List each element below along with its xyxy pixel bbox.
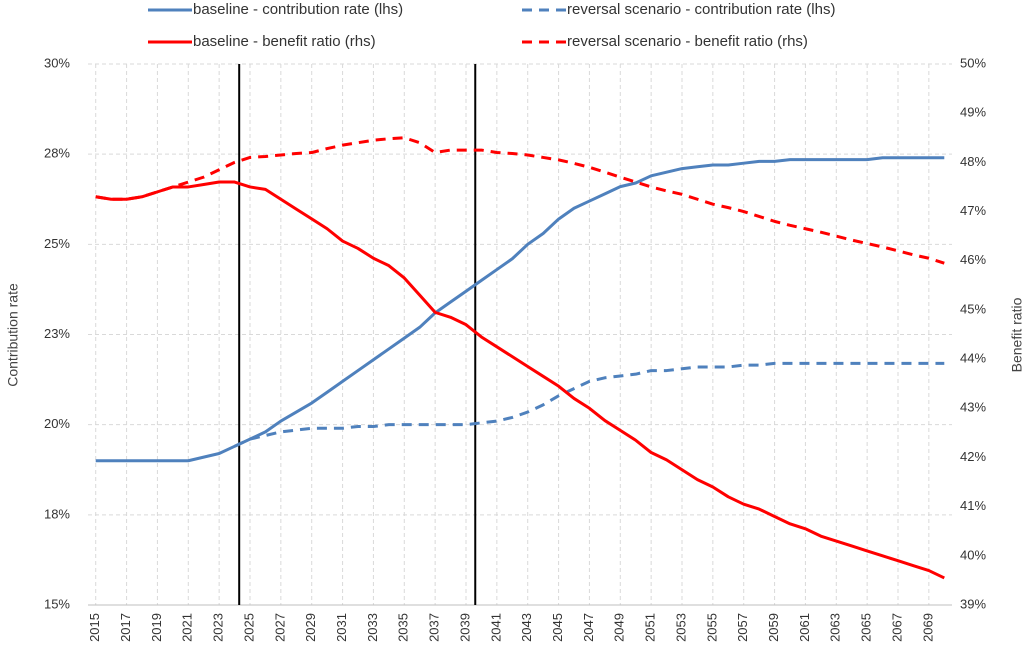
x-tick-label: 2055 bbox=[704, 613, 719, 642]
data-line bbox=[233, 361, 945, 448]
x-tick-label: 2057 bbox=[735, 613, 750, 642]
x-tick-label: 2017 bbox=[118, 613, 133, 642]
x-tick-label: 2069 bbox=[920, 613, 935, 642]
y2-tick-label: 40% bbox=[960, 547, 986, 562]
x-tick-label: 2021 bbox=[180, 613, 195, 642]
x-tick-label: 2045 bbox=[550, 613, 565, 642]
y-tick-label: 20% bbox=[44, 416, 70, 431]
y2-tick-label: 47% bbox=[960, 203, 986, 218]
x-tick-label: 2061 bbox=[797, 613, 812, 642]
x-tick-label: 2053 bbox=[673, 613, 688, 642]
y-tick-label: 23% bbox=[44, 326, 70, 341]
y2-tick-label: 44% bbox=[960, 351, 986, 366]
y2-tick-label: 50% bbox=[960, 55, 986, 70]
y2-tick-label: 42% bbox=[960, 449, 986, 464]
x-tick-label: 2051 bbox=[643, 613, 658, 642]
x-tick-label: 2065 bbox=[859, 613, 874, 642]
x-tick-label: 2039 bbox=[457, 613, 472, 642]
legend-label: baseline - contribution rate (lhs) bbox=[193, 1, 403, 18]
y2-tick-label: 43% bbox=[960, 400, 986, 415]
y-tick-label: 30% bbox=[44, 55, 70, 70]
x-tick-label: 2063 bbox=[828, 613, 843, 642]
x-tick-label: 2025 bbox=[241, 613, 256, 642]
y2-axis-title: Benefit ratio bbox=[1009, 297, 1025, 372]
y2-tick-label: 45% bbox=[960, 301, 986, 316]
x-tick-label: 2027 bbox=[272, 613, 287, 642]
y2-tick-label: 48% bbox=[960, 154, 986, 169]
x-tick-label: 2029 bbox=[303, 613, 318, 642]
y-tick-label: 18% bbox=[44, 506, 70, 521]
y2-tick-label: 46% bbox=[960, 252, 986, 267]
x-tick-label: 2059 bbox=[766, 613, 781, 642]
y-tick-label: 15% bbox=[44, 596, 70, 611]
x-tick-label: 2015 bbox=[87, 613, 102, 642]
legend-label: reversal scenario - contribution rate (l… bbox=[567, 1, 835, 18]
y2-tick-label: 41% bbox=[960, 498, 986, 513]
y2-tick-label: 39% bbox=[960, 596, 986, 611]
x-tick-label: 2019 bbox=[149, 613, 164, 642]
legend-label: baseline - benefit ratio (rhs) bbox=[193, 33, 376, 50]
x-tick-label: 2043 bbox=[519, 613, 534, 642]
y-tick-label: 25% bbox=[44, 236, 70, 251]
legend-label: reversal scenario - benefit ratio (rhs) bbox=[567, 33, 808, 50]
x-tick-label: 2031 bbox=[334, 613, 349, 642]
y-tick-label: 28% bbox=[44, 146, 70, 161]
x-tick-label: 2037 bbox=[427, 613, 442, 642]
x-tick-label: 2049 bbox=[612, 613, 627, 642]
x-tick-label: 2023 bbox=[211, 613, 226, 642]
y-axis-title: Contribution rate bbox=[5, 283, 21, 387]
x-tick-label: 2035 bbox=[396, 613, 411, 642]
x-tick-label: 2047 bbox=[581, 613, 596, 642]
x-tick-label: 2067 bbox=[889, 613, 904, 642]
x-tick-label: 2033 bbox=[365, 613, 380, 642]
x-tick-label: 2041 bbox=[488, 613, 503, 642]
y2-tick-label: 49% bbox=[960, 105, 986, 120]
data-line bbox=[95, 180, 945, 580]
